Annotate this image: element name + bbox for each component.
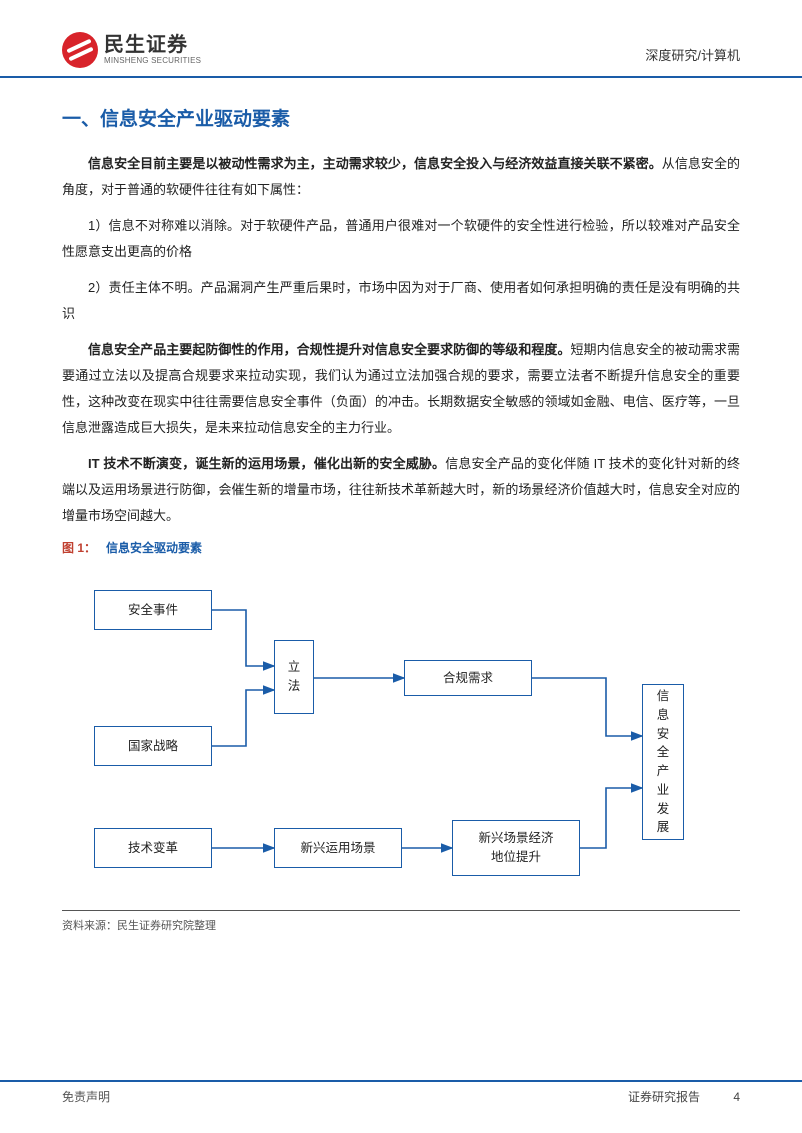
flow-edge — [580, 788, 642, 848]
flow-node-n1: 安全事件 — [94, 590, 212, 630]
figure-divider — [62, 910, 740, 911]
flow-node-n5: 技术变革 — [94, 828, 212, 868]
p5-bold: IT 技术不断演变，诞生新的运用场景，催化出新的安全威胁。 — [88, 456, 445, 471]
flow-node-n7: 新兴场景经济 地位提升 — [452, 820, 580, 876]
paragraph-3: 2）责任主体不明。产品漏洞产生严重后果时，市场中因为对于厂商、使用者如何承担明确… — [62, 275, 740, 327]
page-content: 一、信息安全产业驱动要素 信息安全目前主要是以被动性需求为主，主动需求较少，信息… — [0, 78, 802, 933]
paragraph-5: IT 技术不断演变，诞生新的运用场景，催化出新的安全威胁。信息安全产品的变化伴随… — [62, 451, 740, 529]
paragraph-4: 信息安全产品主要起防御性的作用，合规性提升对信息安全要求防御的等级和程度。短期内… — [62, 337, 740, 441]
figure-label: 图 1： 信息安全驱动要素 — [62, 539, 740, 556]
figure-number: 图 1： — [62, 541, 96, 555]
p4-bold: 信息安全产品主要起防御性的作用，合规性提升对信息安全要求防御的等级和程度。 — [88, 342, 571, 357]
section-title: 一、信息安全产业驱动要素 — [62, 104, 740, 131]
footer-page-number: 4 — [733, 1090, 740, 1104]
flow-node-n8: 信 息 安 全 产 业 发 展 — [642, 684, 684, 840]
logo-text-cn: 民生证券 — [104, 35, 201, 55]
page-header: 民生证券 MINSHENG SECURITIES 深度研究/计算机 — [0, 0, 802, 78]
figure-diagram: 安全事件国家战略 立 法 合规需求技术变革 新兴运用场景 新兴场景经济 地位提升 信 息 … — [62, 566, 722, 906]
p1-bold: 信息安全目前主要是以被动性需求为主，主动需求较少，信息安全投入与经济效益直接关联… — [88, 156, 662, 171]
flow-node-n6: 新兴运用场景 — [274, 828, 402, 868]
flow-node-n2: 国家战略 — [94, 726, 212, 766]
flow-node-n3: 立 法 — [274, 640, 314, 714]
figure-source: 资料来源：民生证券研究院整理 — [62, 917, 740, 933]
page-footer: 免责声明 证券研究报告 4 — [0, 1080, 802, 1105]
paragraph-1: 信息安全目前主要是以被动性需求为主，主动需求较少，信息安全投入与经济效益直接关联… — [62, 151, 740, 203]
flow-edge — [212, 690, 274, 746]
paragraph-2: 1）信息不对称难以消除。对于软硬件产品，普通用户很难对一个软硬件的安全性进行检验… — [62, 213, 740, 265]
header-category: 深度研究/计算机 — [645, 45, 740, 68]
footer-disclaimer: 免责声明 — [62, 1088, 110, 1105]
flow-edge — [532, 678, 642, 736]
flow-edge — [212, 610, 274, 666]
logo-icon — [62, 32, 98, 68]
footer-report-type: 证券研究报告 — [628, 1090, 700, 1104]
flow-node-n4: 合规需求 — [404, 660, 532, 696]
footer-right: 证券研究报告 4 — [628, 1088, 740, 1105]
logo: 民生证券 MINSHENG SECURITIES — [62, 32, 201, 68]
logo-text-en: MINSHENG SECURITIES — [104, 57, 201, 65]
figure-title: 信息安全驱动要素 — [106, 541, 202, 555]
